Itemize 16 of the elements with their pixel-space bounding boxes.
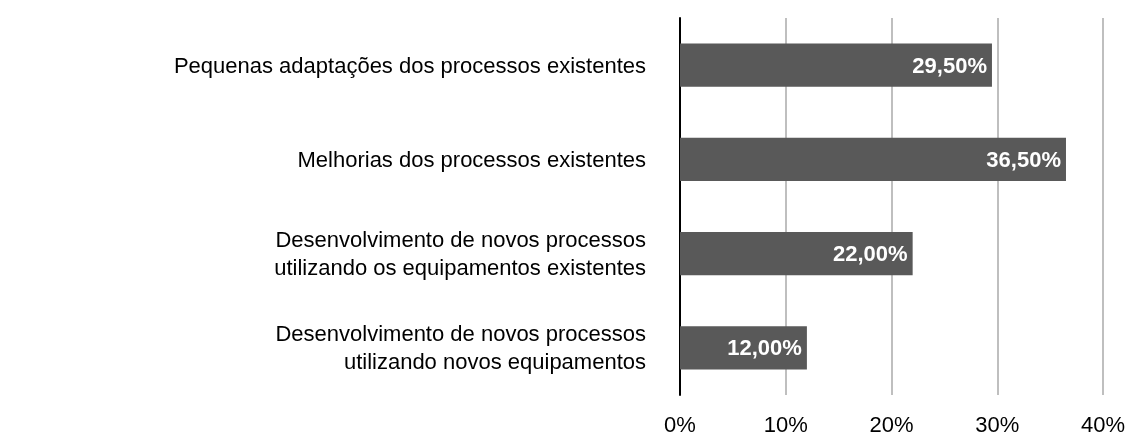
x-tick-label: 10%	[763, 411, 808, 437]
bar	[680, 43, 992, 87]
data-label: 22,00%	[833, 241, 908, 267]
x-tick-label: 30%	[975, 411, 1020, 437]
y-tick-label: Melhorias dos processos existentes	[297, 146, 646, 172]
data-label: 36,50%	[986, 146, 1061, 172]
y-tick-label: Desenvolvimento de novos processos utilizando novos equipamentos	[275, 321, 646, 375]
y-tick-label: Desenvolvimento de novos processos utilizando os equipamentos existentes	[274, 227, 646, 281]
y-tick-label: Pequenas adaptações dos processos existentes	[173, 52, 646, 78]
data-label: 12,00%	[727, 335, 802, 361]
data-label: 29,50%	[912, 52, 987, 78]
bar	[680, 231, 913, 276]
bar	[680, 137, 1066, 182]
x-tick-label: 0%	[664, 411, 696, 437]
x-tick-label: 40%	[1080, 411, 1126, 437]
x-tick-label: 20%	[869, 411, 914, 437]
